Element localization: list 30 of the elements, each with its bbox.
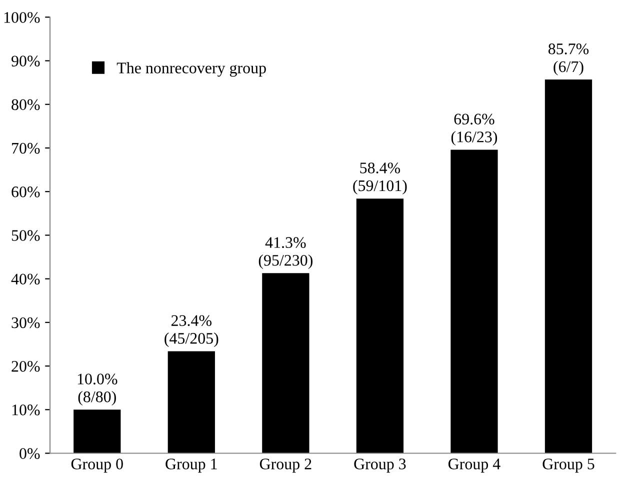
bar <box>74 410 121 454</box>
x-tick-label: Group 5 <box>542 458 594 473</box>
y-tick-label: 50% <box>12 230 40 241</box>
x-tick-label: Group 3 <box>354 458 406 473</box>
y-tick-label: 80% <box>12 99 40 110</box>
y-tick-label: 10% <box>12 404 40 416</box>
data-label: 10.0% (8/80) <box>78 374 118 406</box>
data-label: 69.6% (16/23) <box>451 114 498 146</box>
x-tick-label: Group 0 <box>71 458 123 473</box>
y-tick-label: 100% <box>4 12 40 23</box>
x-tick-label: Group 4 <box>448 458 500 473</box>
data-label: 85.7% (6/7) <box>548 44 589 76</box>
data-label: 23.4% (45/205) <box>164 315 218 348</box>
y-tick-label: 0% <box>20 448 40 459</box>
x-tick-label: Group 1 <box>166 458 217 473</box>
y-tick-label: 60% <box>12 186 40 198</box>
y-tick-label: 70% <box>12 142 40 154</box>
y-tick-label: 20% <box>12 360 40 372</box>
y-tick-label: 40% <box>11 274 40 285</box>
data-label: 58.4% (59/101) <box>353 162 407 194</box>
bar <box>262 273 310 454</box>
bar <box>356 198 404 454</box>
legend-label: The nonrecovery group <box>116 62 266 77</box>
y-tick-label: 30% <box>12 317 40 328</box>
bar <box>168 351 215 454</box>
bar <box>450 150 498 454</box>
bar <box>544 80 592 454</box>
x-tick-label: Group 2 <box>260 458 312 473</box>
data-label: 41.3% (95/230) <box>258 237 312 269</box>
y-tick-label: 90% <box>12 56 40 67</box>
